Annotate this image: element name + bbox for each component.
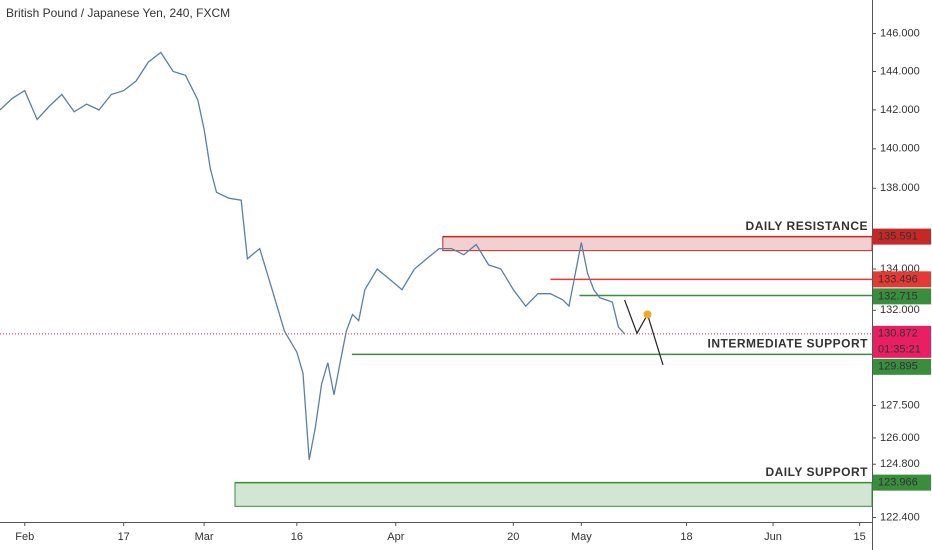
x-tick-label: 15 [854, 531, 866, 543]
price-tag-label: 132.715 [878, 290, 918, 302]
x-tick-label: Feb [15, 531, 34, 543]
level-label: DAILY RESISTANCE [746, 219, 868, 233]
y-tick-label: 127.500 [880, 399, 920, 411]
countdown: 01:35:21 [878, 344, 921, 356]
price-tag [873, 228, 931, 245]
price-tag-label: 129.895 [878, 361, 918, 373]
price-tag-label: 130.872 [878, 328, 918, 340]
y-tick-label: 140.000 [880, 143, 920, 155]
x-tick-label: 18 [680, 531, 692, 543]
y-tick-label: 124.800 [880, 458, 920, 470]
x-tick-label: 17 [118, 531, 130, 543]
zone [442, 236, 873, 252]
price-tag [873, 358, 931, 375]
y-tick-label: 138.000 [880, 182, 920, 194]
level-label: DAILY SUPPORT [765, 465, 868, 479]
price-tag-label: 123.966 [878, 477, 918, 489]
x-tick-label: Mar [195, 531, 214, 543]
chart-title: British Pound / Japanese Yen, 240, FXCM [6, 6, 230, 20]
x-tick-label: May [571, 531, 592, 543]
x-tick-label: Jun [764, 531, 782, 543]
y-tick-label: 144.000 [880, 65, 920, 77]
y-tick-label: 146.000 [880, 28, 920, 40]
level-label: INTERMEDIATE SUPPORT [708, 337, 869, 351]
y-tick-label: 142.000 [880, 104, 920, 116]
zone [234, 482, 873, 507]
y-tick-label: 132.000 [880, 304, 920, 316]
x-tick-label: 20 [507, 531, 519, 543]
price-tag [873, 288, 931, 305]
price-line [0, 51, 626, 460]
x-tick-label: 16 [291, 531, 303, 543]
price-tag [873, 474, 931, 491]
price-tag-label: 135.591 [878, 231, 918, 243]
projection-marker [643, 310, 652, 319]
y-tick-label: 126.000 [880, 432, 920, 444]
y-tick-label: 122.400 [880, 511, 920, 523]
price-tag [873, 325, 931, 358]
projection-path [624, 299, 664, 366]
price-tag [873, 271, 931, 288]
x-tick-label: Apr [387, 531, 404, 543]
price-tag-label: 133.496 [878, 273, 918, 285]
